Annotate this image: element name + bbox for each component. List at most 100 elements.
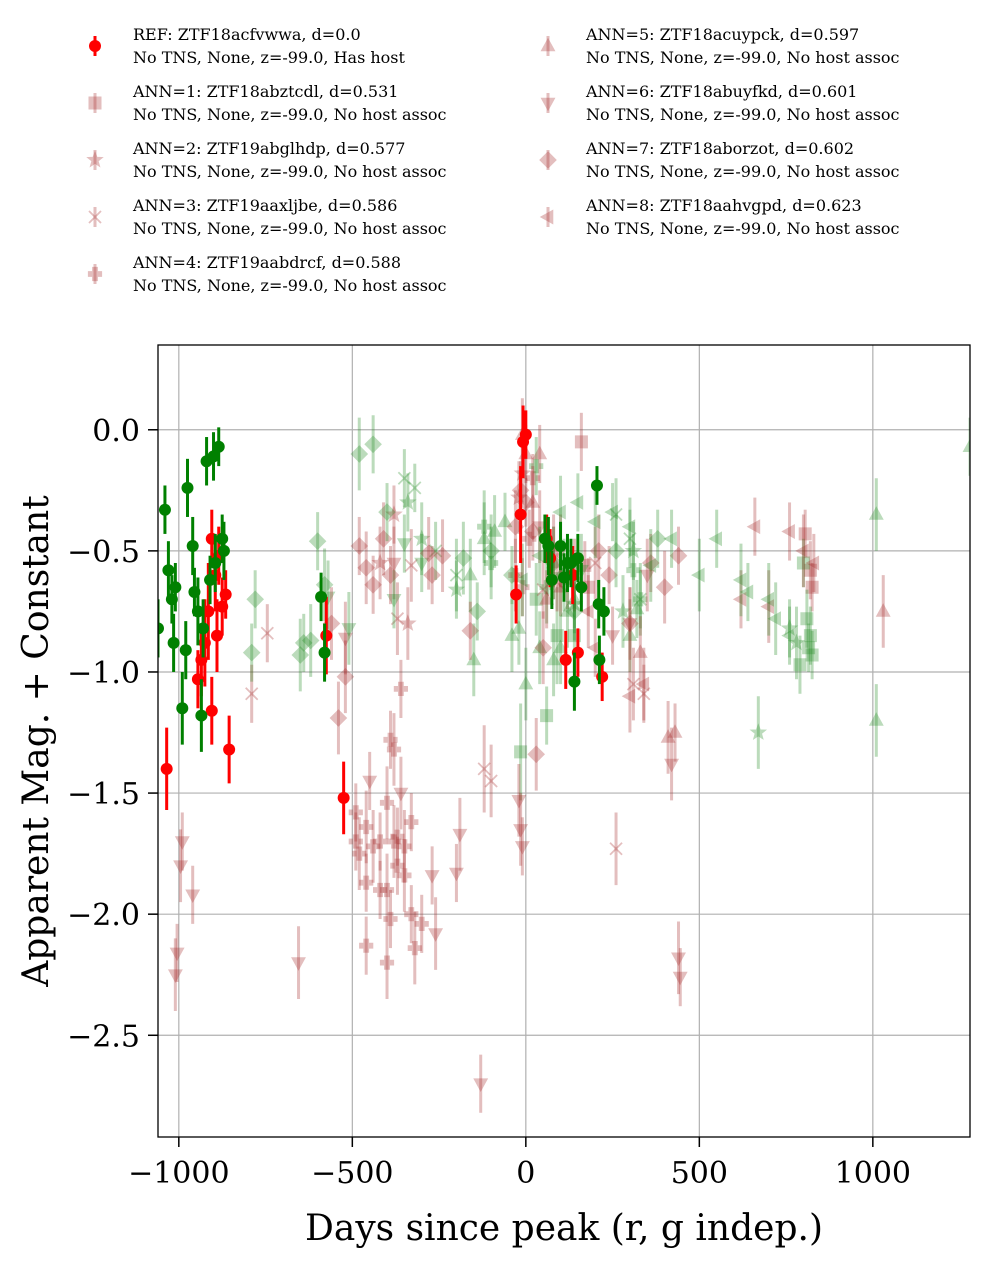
data-point [174, 836, 190, 850]
data-point [732, 572, 747, 588]
data-point [629, 600, 645, 615]
data-point [424, 870, 440, 884]
data-point [781, 524, 795, 539]
y-tick-label: −1.0 [67, 656, 140, 691]
y-tick-label: −1.5 [67, 777, 140, 812]
data-point [749, 723, 768, 740]
data-point [204, 573, 217, 586]
data-point [767, 611, 781, 627]
data-point [419, 544, 438, 563]
data-point [484, 555, 499, 571]
data-point [664, 758, 680, 773]
data-point [386, 742, 402, 757]
legend-label-line2: No TNS, None, z=-99.0, No host assoc [586, 219, 900, 238]
legend-label-line2: No TNS, None, z=-99.0, No host assoc [133, 105, 447, 124]
x-tick-label: 1000 [835, 1156, 911, 1191]
data-point [588, 556, 602, 570]
data-point [433, 546, 452, 565]
series-plus-r [348, 453, 540, 999]
data-point [364, 435, 382, 454]
data-point [691, 567, 705, 583]
data-point [301, 631, 320, 650]
series-x-g [397, 449, 647, 636]
data-point [622, 627, 638, 641]
data-point [359, 875, 374, 890]
data-point [609, 842, 623, 856]
data-point [672, 971, 688, 986]
data-point [805, 648, 819, 662]
data-point [532, 639, 548, 654]
data-point [671, 952, 686, 967]
data-point [242, 643, 261, 662]
data-point [569, 494, 584, 510]
data-point [185, 889, 201, 904]
data-point [805, 580, 819, 594]
data-point [341, 623, 357, 637]
legend-marker [86, 150, 104, 168]
data-point [781, 628, 795, 644]
data-point [373, 834, 388, 849]
legend-marker [539, 151, 557, 169]
data-point [359, 938, 374, 953]
data-point [468, 602, 487, 621]
legend-label-line1: ANN=4: ZTF19aabdrcf, d=0.588 [132, 253, 401, 272]
data-point [357, 558, 376, 577]
data-point [179, 644, 192, 657]
data-point [504, 627, 520, 641]
y-tick-label: −2.0 [67, 898, 140, 933]
data-point [511, 795, 527, 809]
data-point [787, 633, 806, 651]
data-point [514, 745, 528, 759]
data-point [386, 594, 402, 608]
data-point [633, 592, 648, 607]
data-point [320, 629, 333, 642]
data-point [571, 552, 584, 565]
series-triangle-down-r [167, 490, 688, 1113]
data-point [294, 634, 313, 652]
legend-entry: ANN=6: ZTF18abuyfkd, d=0.601 No TNS, None… [540, 82, 900, 124]
data-point [513, 824, 529, 838]
data-point [805, 555, 820, 571]
legend-label-line1: ANN=1: ZTF18abztcdl, d=0.531 [132, 82, 398, 101]
data-point [732, 591, 747, 607]
data-point [609, 507, 623, 522]
legend-label-line2: No TNS, None, z=-99.0, No host assoc [586, 105, 900, 124]
data-point [760, 599, 774, 615]
data-point [452, 828, 468, 843]
x-tick-label: 0 [516, 1156, 535, 1191]
series-star-g [399, 473, 806, 769]
data-point [386, 557, 402, 572]
data-point [407, 941, 422, 956]
legend-marker [87, 266, 103, 282]
data-point [210, 629, 223, 642]
data-point [660, 729, 676, 743]
data-point [260, 626, 274, 640]
data-point [746, 519, 761, 535]
data-point [552, 504, 566, 520]
data-point [318, 646, 331, 659]
data-point [669, 546, 688, 565]
data-point [667, 724, 683, 738]
data-point [379, 955, 395, 970]
data-point [404, 815, 419, 830]
y-tick-label: −0.5 [67, 535, 140, 570]
data-point [205, 704, 218, 717]
legend-marker [88, 96, 102, 110]
data-point [399, 614, 417, 631]
data-point [160, 762, 173, 775]
data-point [484, 774, 498, 788]
data-point [449, 568, 464, 582]
data-point [167, 969, 183, 983]
data-point [532, 445, 548, 460]
y-tick-label: −2.5 [67, 1019, 140, 1054]
data-point [386, 834, 402, 849]
data-point [352, 846, 367, 861]
grid-lines [158, 345, 970, 1137]
data-point [648, 529, 667, 548]
data-point [626, 563, 641, 578]
data-point [397, 839, 412, 854]
data-point [482, 542, 500, 560]
legend-marker [540, 37, 556, 52]
data-point [525, 494, 541, 508]
data-point [574, 435, 588, 449]
